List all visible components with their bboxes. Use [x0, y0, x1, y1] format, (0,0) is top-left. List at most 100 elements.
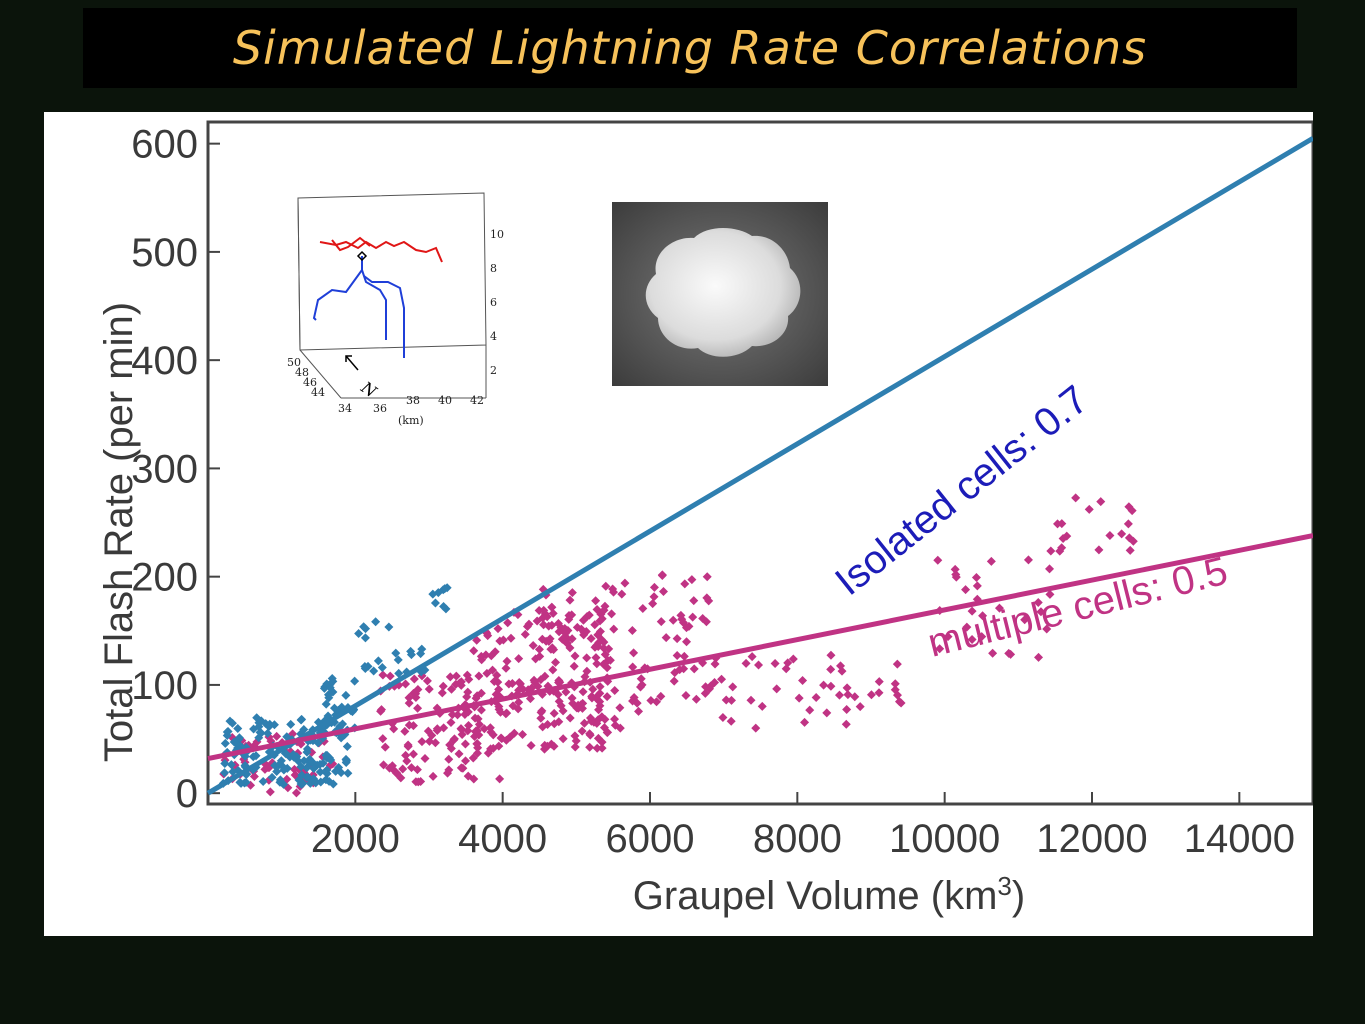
multiple-cell-point [560, 624, 570, 634]
multiple-cell-point [378, 734, 388, 744]
multiple-cell-point [549, 719, 559, 729]
multiple-cell-point [520, 629, 530, 639]
isolated-cell-point [289, 752, 299, 762]
multiple-cell-point [469, 646, 479, 656]
multiple-cell-point [582, 653, 592, 663]
multiple-cell-point [1125, 545, 1135, 555]
multiple-cell-point [741, 658, 751, 668]
multiple-cell-point [597, 743, 607, 753]
multiple-cell-point [551, 657, 561, 667]
multiple-cell-point [543, 719, 553, 729]
x-axis-label: Graupel Volume (km3) [633, 871, 1025, 918]
multiple-cell-point [378, 670, 388, 680]
multiple-cell-point [509, 728, 519, 738]
x-axis-label-sup: 3 [997, 871, 1011, 901]
isolated-cell-point [309, 763, 319, 773]
isolated-cell-point [220, 758, 230, 768]
multiple-cell-point [874, 688, 884, 698]
multiple-cell-point [688, 612, 698, 622]
multiple-cell-point [502, 656, 512, 666]
multiple-cell-point [656, 691, 666, 701]
y-tick-label: 400 [131, 339, 198, 383]
inset-blue-channel [312, 269, 363, 321]
multiple-cell-point [661, 633, 671, 643]
multiple-cell-point [408, 749, 418, 759]
multiple-cell-point [468, 753, 478, 763]
multiple-cell-point [539, 605, 549, 615]
multiple-cell-point [772, 684, 782, 694]
multiple-cell-point [950, 564, 960, 574]
multiple-cell-point [1096, 497, 1106, 507]
isolated-cell-point [235, 777, 245, 787]
multiple-cell-point [834, 690, 844, 700]
multiple-cell-point [401, 750, 411, 760]
inset-x-tick: 40 [438, 394, 452, 407]
isolated-cell-point [430, 598, 440, 608]
multiple-cell-point [585, 729, 595, 739]
isolated-cell-point [373, 656, 383, 666]
multiple-cell-point [540, 671, 550, 681]
multiple-cell-point [432, 724, 442, 734]
multiple-cell-point [449, 734, 459, 744]
multiple-cell-point [508, 701, 518, 711]
multiple-cell-point [513, 704, 523, 714]
multiple-cell-point [569, 661, 579, 671]
multiple-cell-point [607, 609, 617, 619]
multiple-cell-point [504, 679, 514, 689]
isolated-fit-label-text: Isolated cells: 0.7 [827, 377, 1096, 604]
multiple-cell-point [751, 723, 761, 733]
multiple-cell-point [576, 624, 586, 634]
multiple-cell-point [570, 651, 580, 661]
multiple-cell-point [472, 739, 482, 749]
multiple-cell-point [702, 572, 712, 582]
inset-unit: (km) [398, 414, 424, 427]
multiple-cell-point [691, 694, 701, 704]
multiple-cell-point [669, 676, 679, 686]
multiple-cell-point [424, 736, 434, 746]
multiple-cell-point [494, 741, 504, 751]
multiple-cell-point [506, 633, 516, 643]
isolated-cell-point [350, 676, 360, 686]
multiple-cell-point [602, 727, 612, 737]
isolated-cell-point [220, 768, 230, 778]
multiple-cell-point [420, 753, 430, 763]
inset-y-tick: 44 [311, 386, 325, 399]
isolated-cell-point [319, 683, 329, 693]
multiple-cell-point [657, 570, 667, 580]
multiple-cell-point [951, 572, 961, 582]
inset-z-tick: 2 [490, 364, 497, 377]
multiple-cell-point [718, 712, 728, 722]
multiple-cell-point [462, 692, 472, 702]
multiple-cell-point [445, 672, 455, 682]
isolated-cell-point [223, 727, 233, 737]
multiple-cell-point [595, 626, 605, 636]
multiple-cell-point [380, 742, 390, 752]
multiple-cell-point [398, 764, 408, 774]
multiple-cell-point [493, 677, 503, 687]
inset-z-tick: 4 [490, 330, 497, 343]
multiple-cell-point [457, 729, 467, 739]
multiple-cell-point [594, 705, 604, 715]
multiple-cell-point [377, 705, 387, 715]
multiple-cell-point [488, 730, 498, 740]
isolated-cell-point [261, 719, 271, 729]
multiple-cell-point [892, 659, 902, 669]
multiple-cell-point [479, 724, 489, 734]
multiple-cell-point [826, 681, 836, 691]
multiple-cell-point [542, 612, 552, 622]
multiple-cell-point [682, 637, 692, 647]
x-tick-label: 6000 [606, 817, 695, 861]
multiple-cell-point [892, 690, 902, 700]
multiple-cell-point [994, 603, 1004, 613]
isolated-cell-point [315, 767, 325, 777]
multiple-cell-point [1020, 615, 1030, 625]
y-tick-label: 0 [176, 772, 198, 816]
multiple-cell-point [629, 648, 639, 658]
graupel-photo [612, 202, 828, 386]
multiple-cell-point [726, 716, 736, 726]
multiple-cell-point [404, 698, 414, 708]
inset-z-tick: 10 [490, 228, 504, 241]
multiple-cell-point [1053, 519, 1063, 529]
multiple-cell-point [855, 702, 865, 712]
multiple-cell-point [537, 706, 547, 716]
